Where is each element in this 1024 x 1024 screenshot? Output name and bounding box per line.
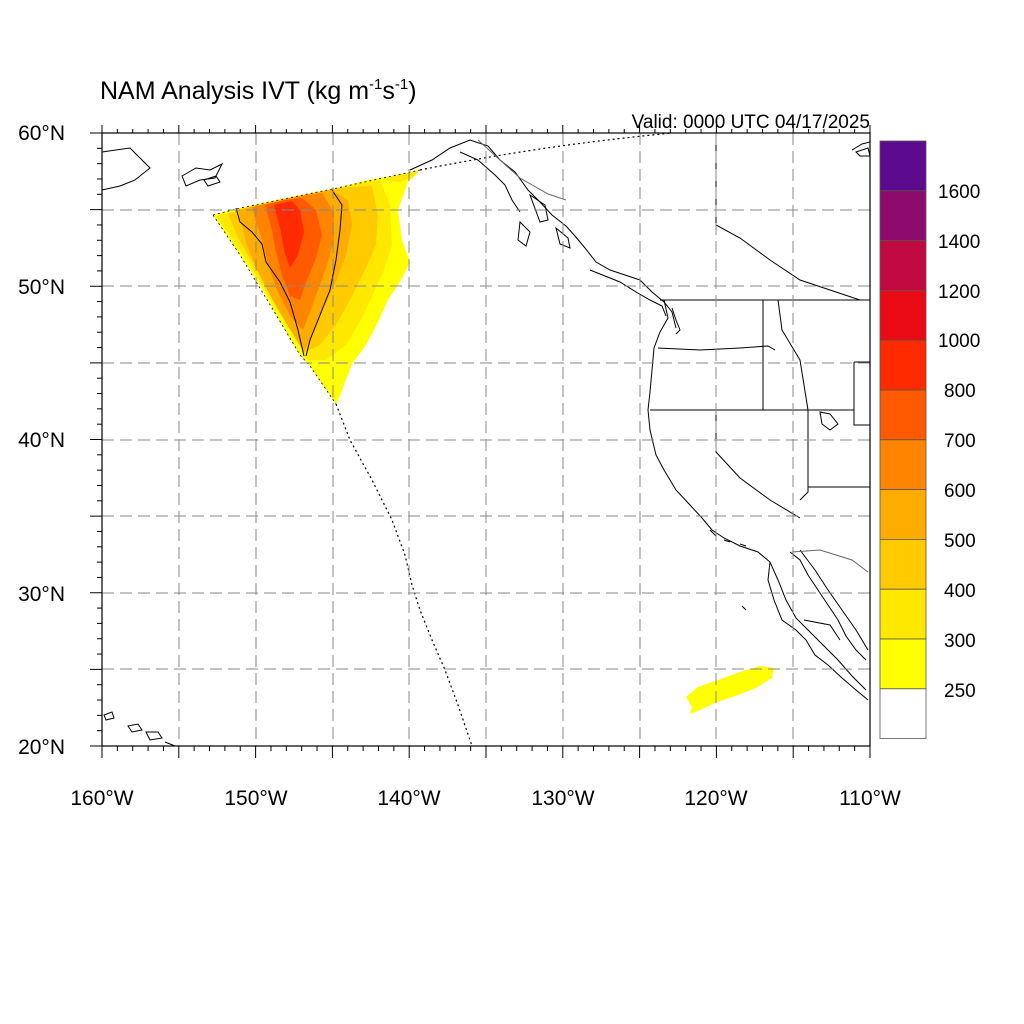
- colorbar-swatch: [879, 439, 927, 490]
- colorbar-label: 1000: [938, 331, 980, 352]
- lat-label: 60°N: [18, 122, 65, 145]
- colorbar-swatch: [879, 140, 927, 192]
- colorbar-swatch: [879, 638, 927, 690]
- colorbar: [879, 140, 927, 739]
- colorbar-swatch: [879, 489, 927, 540]
- lon-label: 110°W: [839, 787, 901, 810]
- coastlines: [102, 139, 870, 746]
- lat-label: 40°N: [18, 429, 65, 452]
- colorbar-label: 400: [944, 581, 976, 602]
- colorbar-label: 700: [944, 431, 976, 452]
- colorbar-label: 250: [944, 681, 976, 702]
- ivt-plume-south: [686, 666, 774, 714]
- lon-label: 150°W: [224, 787, 287, 810]
- colorbar-label: 500: [944, 531, 976, 552]
- colorbar-label: 600: [944, 481, 976, 502]
- colorbar-label: 1400: [938, 232, 980, 253]
- colorbar-label: 300: [944, 631, 976, 652]
- ivt-contour: [235, 207, 305, 357]
- map-title: NAM Analysis IVT (kg m-1s-1): [100, 76, 417, 105]
- colorbar-swatch: [879, 389, 927, 441]
- colorbar-swatch: [879, 539, 927, 590]
- lat-label: 50°N: [18, 276, 65, 299]
- lat-labels: 60°N 50°N 40°N 30°N 20°N: [18, 122, 65, 759]
- colorbar-label: 800: [944, 381, 976, 402]
- graticule: [102, 133, 870, 746]
- colorbar-label: 1200: [938, 282, 980, 303]
- ivt-plume-north: [213, 170, 420, 404]
- colorbar-labels: 1600 1400 1200 1000 800 700 600 500 400 …: [938, 182, 980, 702]
- lon-label: 140°W: [377, 787, 440, 810]
- colorbar-swatch: [879, 289, 927, 341]
- axis-ticks: [90, 125, 871, 758]
- lon-labels: 160°W 150°W 140°W 130°W 120°W 110°W: [70, 787, 901, 810]
- lon-label: 160°W: [70, 787, 133, 810]
- plot-area: [102, 133, 870, 746]
- colorbar-swatch: [879, 240, 927, 291]
- lon-label: 130°W: [531, 787, 594, 810]
- colorbar-swatch: [879, 339, 927, 391]
- lat-label: 30°N: [18, 583, 65, 606]
- colorbar-label: 1600: [938, 182, 980, 203]
- lat-label: 20°N: [18, 736, 65, 759]
- colorbar-swatch: [879, 190, 927, 242]
- valid-time: Valid: 0000 UTC 04/17/2025: [632, 112, 870, 133]
- lon-label: 120°W: [684, 787, 747, 810]
- colorbar-swatch: [879, 588, 927, 640]
- ivt-contour: [305, 189, 343, 357]
- colorbar-swatch: [879, 688, 927, 739]
- nam-domain-boundary: [335, 133, 673, 746]
